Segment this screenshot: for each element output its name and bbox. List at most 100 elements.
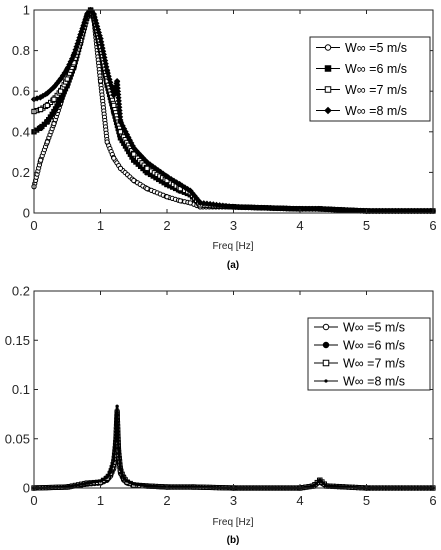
data-point — [103, 63, 110, 71]
data-point — [81, 19, 88, 26]
x-tick-label: 2 — [163, 493, 170, 508]
legend-item: W∞ =5 m/s — [316, 41, 407, 55]
data-point — [327, 484, 331, 488]
data-point — [311, 484, 315, 488]
y-tick-label: 0.1 — [12, 382, 30, 397]
data-point — [306, 205, 313, 212]
data-point — [116, 420, 120, 424]
data-point — [324, 86, 332, 93]
legend-label: W∞ =8 m/s — [343, 375, 405, 389]
data-point — [261, 204, 268, 211]
data-point — [76, 483, 81, 487]
data-point — [114, 81, 121, 89]
data-point — [79, 25, 86, 32]
data-point — [120, 471, 124, 475]
data-point — [286, 205, 294, 212]
data-point — [117, 455, 121, 459]
data-point — [112, 458, 116, 463]
legend-box — [309, 36, 431, 122]
legend-item: W∞ =6 m/s — [314, 339, 405, 353]
data-point — [245, 204, 252, 211]
panel-caption: (a) — [227, 260, 239, 271]
data-point — [309, 205, 316, 212]
x-tick-label: 5 — [363, 218, 370, 233]
chart-panel-b: Freq [Hz] (b) 0 1 2 3 4 5 6 0 0.05 0.1 0.15 0.2 W∞ =… — [5, 284, 437, 547]
data-point — [70, 484, 74, 488]
x-tick-label: 0 — [30, 493, 37, 508]
data-point — [145, 484, 149, 488]
data-point — [114, 88, 122, 95]
data-point — [100, 48, 107, 55]
data-point — [328, 206, 335, 213]
chart-panel-a: Freq [Hz] (a) 0 1 2 3 4 5 6 0 0.2 0.4 0.6 0.8 1 W∞ =5… — [12, 3, 437, 272]
data-point — [293, 205, 300, 212]
data-point — [68, 55, 76, 62]
data-point — [97, 78, 104, 84]
data-point — [235, 203, 242, 211]
data-point — [207, 485, 211, 489]
data-point — [44, 119, 50, 125]
data-point — [108, 470, 113, 474]
data-point — [80, 482, 84, 486]
x-axis-label: Freq [Hz] — [212, 517, 253, 528]
data-point — [131, 151, 137, 157]
data-point — [251, 204, 258, 211]
data-point — [114, 77, 121, 85]
series-3 — [30, 6, 437, 215]
legend-label: W∞ =5 m/s — [345, 41, 407, 55]
x-tick-label: 1 — [97, 493, 104, 508]
y-tick-label: 0.6 — [12, 84, 30, 99]
data-point — [267, 204, 274, 212]
data-point — [334, 206, 342, 213]
data-point — [116, 439, 120, 443]
data-point — [280, 205, 287, 212]
y-tick-label: 0.15 — [5, 333, 30, 348]
data-point — [177, 181, 184, 188]
data-point — [302, 205, 310, 212]
data-point — [97, 35, 104, 42]
data-point — [254, 204, 262, 211]
data-point — [105, 73, 112, 80]
data-point — [149, 484, 154, 488]
y-tick-label: 0.05 — [5, 431, 30, 446]
data-point — [177, 198, 183, 204]
data-point — [44, 102, 50, 109]
data-point — [64, 65, 71, 72]
data-point — [105, 475, 109, 479]
data-point — [93, 20, 100, 27]
data-point — [51, 485, 55, 490]
data-point — [96, 32, 103, 39]
data-point — [115, 94, 122, 101]
data-point — [131, 177, 137, 184]
data-point — [77, 31, 84, 38]
data-point — [116, 430, 120, 434]
data-point — [70, 51, 77, 58]
legend-label: W∞ =8 m/s — [345, 104, 407, 118]
legend-item: W∞ =8 m/s — [316, 104, 407, 118]
data-point — [111, 462, 115, 466]
data-point — [110, 92, 117, 99]
data-point — [117, 113, 124, 120]
data-point — [118, 465, 122, 469]
data-point — [353, 485, 357, 490]
data-point — [117, 452, 121, 456]
data-point — [187, 187, 194, 194]
data-point — [277, 205, 284, 212]
data-point — [74, 40, 81, 47]
data-point — [312, 205, 319, 212]
data-point — [115, 404, 119, 408]
data-point — [51, 108, 57, 115]
data-point — [94, 23, 101, 30]
data-point — [116, 433, 120, 437]
data-point — [95, 29, 102, 36]
data-point — [44, 90, 51, 97]
data-point — [357, 207, 364, 214]
x-tick-label: 3 — [230, 218, 237, 233]
data-point — [37, 94, 44, 101]
data-point — [38, 125, 44, 131]
data-point — [89, 480, 93, 485]
y-tick-label: 1 — [23, 3, 30, 18]
data-point — [242, 204, 249, 211]
data-point — [248, 204, 255, 211]
